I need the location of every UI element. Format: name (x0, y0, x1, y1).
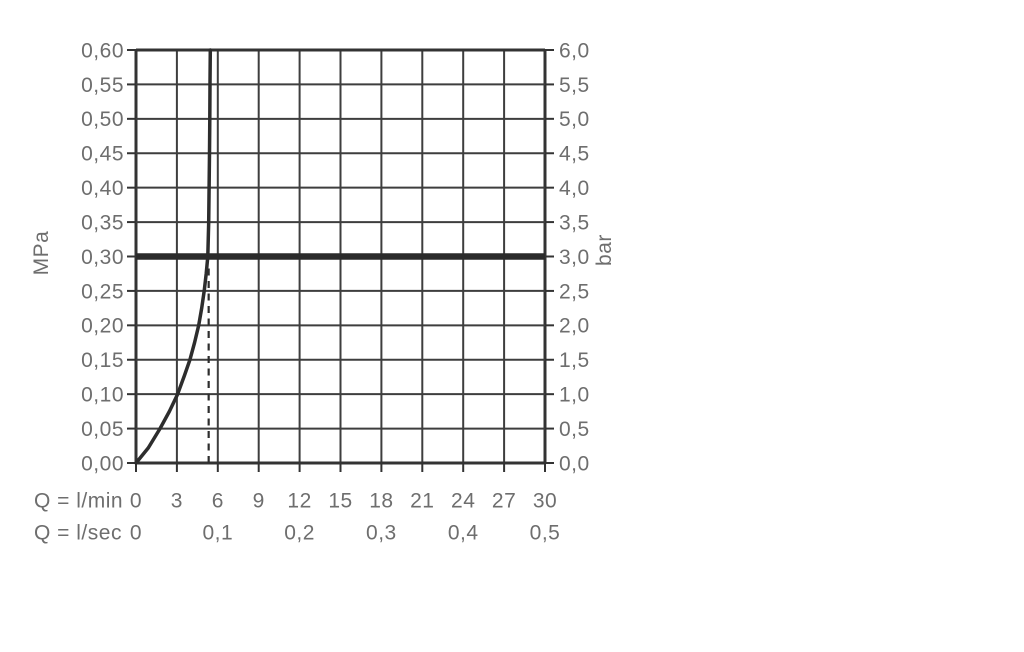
y-axis-right-tick-label: 1,0 (559, 384, 590, 407)
y-axis-left-tick-label: 0,10 (81, 384, 124, 407)
y-axis-left-tick-label: 0,40 (81, 177, 124, 200)
x-axis-lmin-tick-label: 6 (212, 489, 224, 512)
y-axis-left-tick-label: 0,20 (81, 315, 124, 338)
y-axis-left-tick-label: 0,00 (81, 452, 124, 475)
x-axis-lmin-tick-label: 15 (328, 489, 352, 512)
y-axis-left-tick-label: 0,55 (81, 74, 124, 97)
y-axis-left-tick-label: 0,35 (81, 211, 124, 234)
y-axis-right-tick-label: 5,5 (559, 74, 590, 97)
y-axis-left-tick-label: 0,15 (81, 349, 124, 372)
x-axis-lmin-tick-label: 18 (369, 489, 393, 512)
y-axis-left-unit-label: MPa (30, 231, 53, 276)
x-axis-lmin-tick-label: 0 (130, 489, 142, 512)
y-axis-right-tick-label: 5,0 (559, 108, 590, 131)
y-axis-left-tick-label: 0,50 (81, 108, 124, 131)
y-axis-right-tick-label: 0,0 (559, 452, 590, 475)
x-axis-lmin-tick-label: 21 (410, 489, 434, 512)
y-axis-left-tick-label: 0,30 (81, 246, 124, 269)
y-axis-right-tick-label: 3,0 (559, 246, 590, 269)
x-axis-lsec-tick-label: 0,3 (366, 521, 397, 544)
x-axis-lmin-tick-label: 24 (451, 489, 475, 512)
y-axis-right-tick-label: 2,0 (559, 315, 590, 338)
chart-generated-layer: 0 3 6 9 12 15 18 21 24 27 30 0 0,1 0,2 0,3 0,4 0,5 0,00 0,… (81, 39, 590, 544)
y-axis-left-tick-label: 0,05 (81, 418, 124, 441)
x-axis-lsec-tick-label: 0,2 (284, 521, 315, 544)
y-axis-left-tick-label: 0,45 (81, 143, 124, 166)
x-axis-lsec-tick-label: 0,5 (530, 521, 561, 544)
x-axis-lmin-tick-label: 3 (171, 489, 183, 512)
pressure-flow-curve (134, 48, 213, 465)
y-axis-right-tick-label: 2,5 (559, 280, 590, 303)
x-axis-lmin-label: Q = l/min (34, 489, 123, 512)
x-axis-lsec-label: Q = l/sec (34, 521, 122, 544)
y-axis-right-unit-label: bar (593, 234, 616, 266)
x-axis-lmin-tick-label: 9 (253, 489, 265, 512)
x-axis-lmin-tick-label: 27 (492, 489, 516, 512)
y-axis-left-tick-label: 0,60 (81, 39, 124, 62)
x-axis-lsec-tick-label: 0,4 (448, 521, 479, 544)
y-axis-right-tick-label: 6,0 (559, 39, 590, 62)
y-axis-right-tick-label: 3,5 (559, 211, 590, 234)
y-axis-right-tick-label: 1,5 (559, 349, 590, 372)
x-axis-lsec-tick-label: 0 (130, 521, 142, 544)
x-axis-lmin-tick-label: 12 (287, 489, 311, 512)
y-axis-left-tick-label: 0,25 (81, 280, 124, 303)
x-axis-lmin-tick-label: 30 (533, 489, 557, 512)
x-axis-lsec-tick-label: 0,1 (202, 521, 233, 544)
y-axis-right-tick-label: 4,0 (559, 177, 590, 200)
y-axis-right-tick-label: 0,5 (559, 418, 590, 441)
y-axis-right-tick-label: 4,5 (559, 143, 590, 166)
